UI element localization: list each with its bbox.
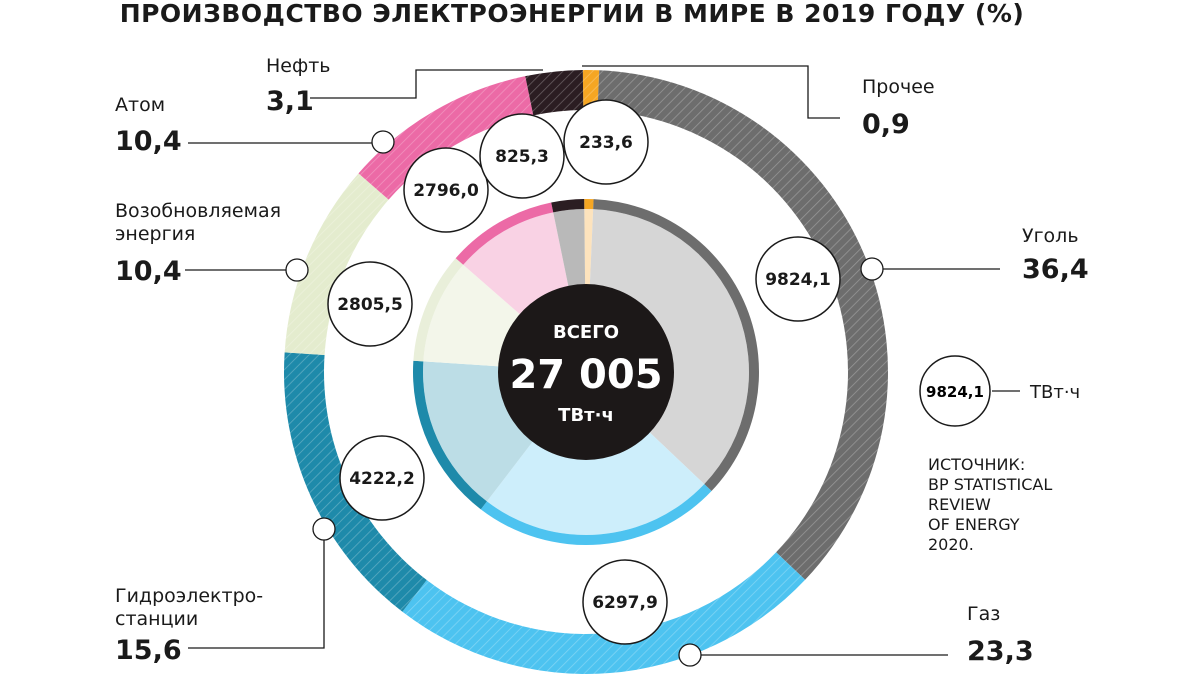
unit-legend-value: 9824,1 <box>926 383 984 401</box>
anchor-dot-gas <box>678 643 702 667</box>
outer-segment-gas <box>402 552 806 674</box>
anchor-dot-coal <box>860 257 884 281</box>
category-label-hydro: Гидроэлектро- <box>115 585 263 607</box>
bubble-value-renew: 2805,5 <box>337 295 403 315</box>
source-line: REVIEW <box>928 495 991 514</box>
bubble-value-nuclear: 2796,0 <box>413 181 479 201</box>
unit-legend-unit: ТВт·ч <box>1029 382 1080 403</box>
percent-renew: 10,4 <box>115 256 182 287</box>
inner-rim-coal <box>593 199 759 492</box>
value-bubbles: 9824,1 6297,9 4222,2 2805,5 2796,0 825,3 233,6 <box>327 99 841 645</box>
bubble-oil <box>479 113 565 199</box>
category-label-gas: Газ <box>967 603 1000 625</box>
bubble-hydro <box>339 435 425 521</box>
bubble-nuclear <box>403 147 489 233</box>
percent-oil: 3,1 <box>266 86 314 117</box>
inner-rim-nuclear <box>455 202 554 265</box>
category-label-nuclear: Атом <box>115 94 165 116</box>
leader-oil <box>310 69 543 99</box>
category-label-renew: Возобновляемая <box>115 200 281 222</box>
bubble-gas <box>582 559 668 645</box>
percent-coal: 36,4 <box>1022 254 1089 285</box>
bubble-coal <box>755 236 841 322</box>
outer-segment-nuclear <box>358 76 534 200</box>
center-disc <box>498 284 674 460</box>
inner-rim-gas <box>480 484 712 546</box>
inner-rim-other <box>584 199 594 210</box>
category-labels: Прочее 0,9 Уголь 36,4 Газ 23,3 Гидроэлектро-ст… <box>115 55 1089 667</box>
unit-legend: 9824,1 ТВт·ч <box>919 355 1080 427</box>
anchor-dot-hydro <box>312 517 336 541</box>
center-total: ВСЕГО 27 005 ТВт·ч <box>498 284 674 460</box>
category-label-hydro: станции <box>115 608 198 630</box>
chart-title: ПРОИЗВОДСТВО ЭЛЕКТРОЭНЕРГИИ В МИРЕ В 201… <box>120 0 1025 28</box>
unit-legend-bubble <box>919 355 991 427</box>
bubble-other <box>563 99 649 185</box>
inner-rim-renew <box>413 258 464 362</box>
percent-nuclear: 10,4 <box>115 126 182 157</box>
inner-rim-hydro <box>413 360 487 510</box>
percent-other: 0,9 <box>862 109 910 140</box>
category-label-other: Прочее <box>862 76 935 98</box>
category-label-renew: энергия <box>115 223 195 245</box>
category-label-coal: Уголь <box>1022 225 1079 247</box>
outer-ring <box>284 70 888 674</box>
center-total-label: ВСЕГО <box>553 322 619 343</box>
outer-segment-coal <box>597 70 888 580</box>
center-total-unit: ТВт·ч <box>558 405 614 426</box>
leader-hydro <box>188 540 325 649</box>
outer-segment-renew <box>284 173 389 355</box>
source-line: BP STATISTICAL <box>928 475 1052 494</box>
anchor-dot-renew <box>285 258 309 282</box>
bubble-value-hydro: 4222,2 <box>349 469 415 489</box>
bubble-value-oil: 825,3 <box>495 147 549 167</box>
outer-segment-oil <box>525 70 584 116</box>
outer-segment-hydro <box>284 352 427 612</box>
leader-other <box>582 65 840 119</box>
bubble-value-gas: 6297,9 <box>592 593 658 613</box>
center-total-value: 27 005 <box>509 352 662 398</box>
percent-hydro: 15,6 <box>115 635 182 666</box>
bubble-renew <box>327 261 413 347</box>
anchor-dot-nuclear <box>371 130 395 154</box>
source-line: 2020. <box>928 535 974 554</box>
inner-rim-oil <box>551 199 585 213</box>
category-label-oil: Нефть <box>266 55 331 77</box>
percent-gas: 23,3 <box>967 636 1034 667</box>
outer-segment-other <box>582 70 600 111</box>
source-line: OF ENERGY <box>928 515 1020 534</box>
bubble-value-coal: 9824,1 <box>765 270 831 290</box>
source-line: ИСТОЧНИК: <box>928 455 1025 474</box>
leader-lines <box>185 65 1000 667</box>
bubble-value-other: 233,6 <box>579 133 633 153</box>
